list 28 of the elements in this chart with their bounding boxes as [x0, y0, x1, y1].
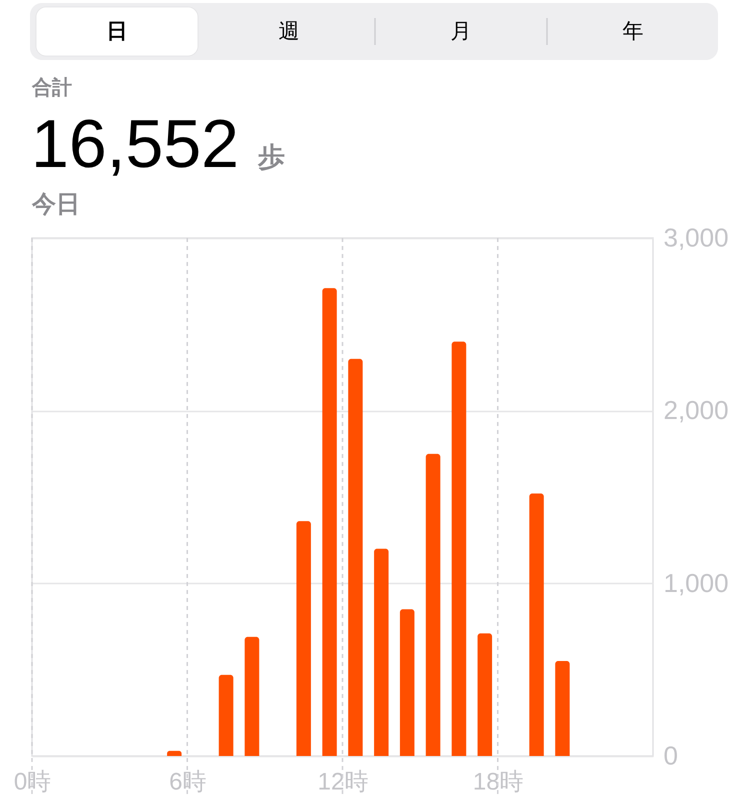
- text: 月: [450, 20, 472, 43]
- bar: [426, 454, 440, 756]
- bar: [218, 674, 234, 756]
- x-tick-label: 6時: [169, 768, 206, 796]
- bar: [478, 633, 492, 756]
- x-tick-label: 12時: [318, 768, 368, 796]
- bar: [555, 661, 570, 756]
- bar: [296, 521, 311, 756]
- text: 今日: [31, 191, 80, 218]
- bar: [374, 548, 389, 756]
- bar: [322, 288, 337, 756]
- bar: [348, 358, 363, 756]
- bar: [244, 636, 260, 756]
- x-tick-label: 0時: [14, 768, 52, 796]
- y-tick-label: 2,000: [664, 395, 729, 426]
- bar: [400, 609, 414, 756]
- y-tick-label: 3,000: [664, 222, 729, 252]
- y-tick-label: 0: [664, 740, 678, 770]
- bar: [167, 750, 182, 756]
- chart-title: 16,552: [31, 106, 239, 182]
- text: 歩: [257, 142, 285, 172]
- bar: [529, 494, 544, 756]
- text: 日: [106, 20, 128, 43]
- text: 合計: [31, 76, 72, 99]
- bar: [452, 342, 466, 756]
- text: 週: [278, 20, 300, 43]
- y-tick-label: 1,000: [664, 568, 729, 598]
- text: 年: [622, 20, 644, 43]
